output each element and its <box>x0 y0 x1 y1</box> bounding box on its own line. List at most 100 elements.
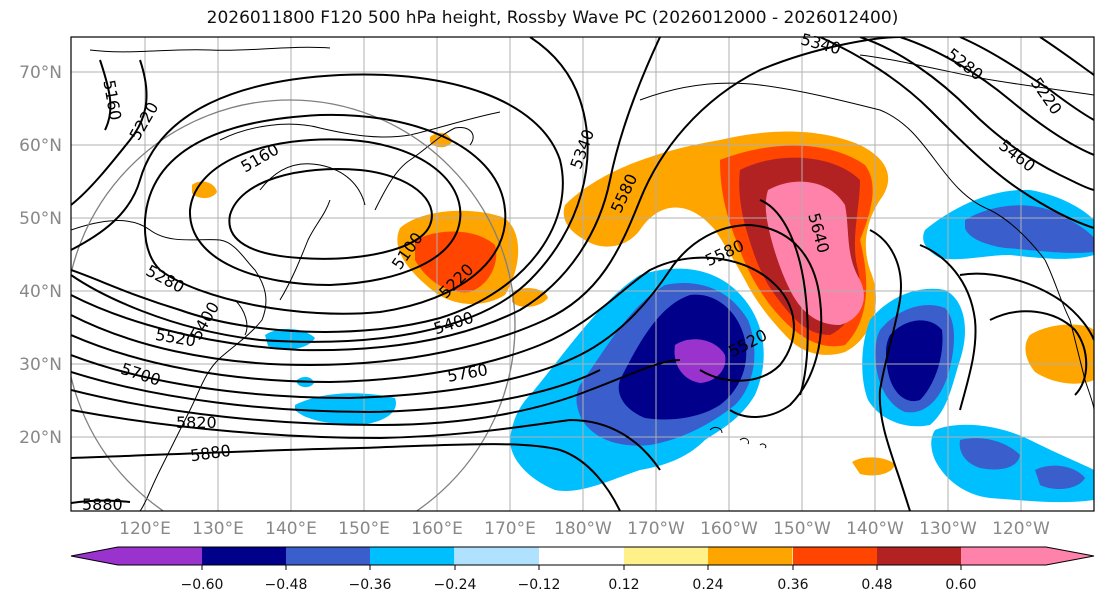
negative-anomaly-west-1 <box>265 328 315 350</box>
negative-anomaly-east-navy <box>885 320 943 402</box>
coastline-siberia <box>219 111 501 141</box>
colorbar-tick-label: −0.60 <box>181 577 224 593</box>
colorbar-tick-label: 0.12 <box>608 577 639 593</box>
colorbar-swatch <box>793 547 878 565</box>
contour-5160-outer <box>99 59 112 131</box>
colorbar-swatch <box>708 547 793 565</box>
contour-5280 <box>71 73 564 333</box>
contour-5340 <box>71 37 589 343</box>
lat-label: 50°N <box>19 209 62 229</box>
colorbar-swatch <box>624 547 709 565</box>
contour-east-trough-a <box>869 229 911 511</box>
contour-east-3 <box>899 37 1094 156</box>
colorbar-tick-label: 0.24 <box>692 577 723 593</box>
latitude-labels: 70°N 60°N 50°N 40°N 30°N 20°N <box>19 63 62 448</box>
lon-label: 130°W <box>919 519 977 539</box>
map-title: 2026011800 F120 500 hPa height, Rossby W… <box>206 8 899 28</box>
contour-5760 <box>71 359 681 427</box>
contour-5640 <box>759 199 809 396</box>
lon-label: 170°W <box>627 519 685 539</box>
colorbar-swatch <box>118 547 203 565</box>
contour-east-4 <box>959 37 1094 121</box>
contour-5100 <box>228 168 433 260</box>
contour-label: 5820 <box>176 413 217 432</box>
negative-anomaly-central-purple <box>674 339 726 383</box>
contour-5580 <box>71 223 823 418</box>
lat-label: 30°N <box>19 355 62 375</box>
anomaly-shading <box>192 131 1094 503</box>
contour-5400 <box>71 37 661 352</box>
colorbar-tick-label: 0.60 <box>945 577 976 593</box>
colorbar-tick-label: −0.36 <box>349 577 392 593</box>
contour-5220-outer <box>71 59 148 206</box>
contour-east-1 <box>819 37 1094 229</box>
colorbar-swatch <box>370 547 455 565</box>
contour-east-trough-b <box>919 244 977 411</box>
coastline-kamchatka <box>374 126 474 211</box>
colorbar-tick-label: 0.48 <box>861 577 892 593</box>
contour-label: 5880 <box>189 441 232 465</box>
coastline-asia <box>71 220 267 511</box>
colorbar-tick-label: −0.48 <box>265 577 308 593</box>
contour-east-2 <box>859 37 1094 191</box>
lon-label: 150°W <box>773 519 831 539</box>
coastline-korea-japan <box>234 199 331 336</box>
lon-label: 130°E <box>192 519 244 539</box>
map-frame <box>70 36 1095 512</box>
colorbar-swatch <box>539 547 624 565</box>
lon-label: 160°E <box>411 519 463 539</box>
lat-label: 20°N <box>19 428 62 448</box>
lon-label: 160°W <box>700 519 758 539</box>
positive-anomaly-central-pink <box>765 181 864 325</box>
lon-label: 150°E <box>338 519 390 539</box>
coastline-north-america <box>1044 259 1094 411</box>
lon-label: 180°W <box>554 519 612 539</box>
longitude-labels: 120°E 130°E 140°E 150°E 160°E 170°E 180°… <box>119 519 1050 539</box>
colorbar-tick-label: −0.24 <box>434 577 477 593</box>
lat-label: 70°N <box>19 63 62 83</box>
coastline-alaska <box>639 82 1046 261</box>
great-circle <box>71 99 516 511</box>
contour-5220-west <box>143 113 507 315</box>
lon-label: 140°W <box>846 519 904 539</box>
lon-label: 120°E <box>119 519 171 539</box>
contour-label: 5460 <box>995 136 1039 176</box>
lon-label: 170°E <box>484 519 536 539</box>
coastline-hawaii <box>709 426 767 449</box>
colorbar-swatch <box>71 547 118 565</box>
colorbar-swatch <box>1046 547 1094 565</box>
positive-anomaly-japan-core <box>415 231 497 293</box>
contour-label: 5160 <box>99 78 125 121</box>
graticule <box>71 37 1094 511</box>
positive-anomaly-east <box>1025 324 1094 384</box>
contour-5160 <box>188 138 462 287</box>
colorbar-swatch <box>286 547 371 565</box>
colorbar: −0.60 −0.48 −0.36 −0.24 −0.12 0.12 0.24 … <box>70 546 1095 593</box>
contour-label: 5880 <box>82 495 123 514</box>
contour-5700 <box>71 369 601 414</box>
colorbar-tick-label: −0.12 <box>518 577 561 593</box>
positive-anomaly-south <box>852 457 895 476</box>
contour-5820 <box>71 409 661 471</box>
height-contours <box>71 37 1094 511</box>
coastline-okhotsk <box>259 163 366 206</box>
lat-label: 60°N <box>19 136 62 156</box>
contour-east-ridge <box>959 272 1094 341</box>
negative-anomaly-west-2 <box>295 393 396 425</box>
negative-anomaly-northeast-blue <box>965 205 1094 253</box>
negative-anomaly-southeast-blue <box>959 438 1020 470</box>
lon-label: 120°W <box>992 519 1050 539</box>
colorbar-swatch <box>961 547 1046 565</box>
contour-5880-a <box>71 443 621 511</box>
contour-5460 <box>71 37 901 367</box>
colorbar-swatch <box>455 547 540 565</box>
positive-anomaly-small-3 <box>430 132 452 148</box>
colorbar-outline <box>70 546 1095 566</box>
colorbar-swatch <box>202 547 287 565</box>
contour-label: 5220 <box>126 99 163 144</box>
negative-anomaly-southeast-blue-2 <box>1035 465 1085 490</box>
contour-label: 5220 <box>1027 74 1066 118</box>
contour-east-5 <box>1039 37 1094 76</box>
contour-5520 <box>71 256 795 384</box>
